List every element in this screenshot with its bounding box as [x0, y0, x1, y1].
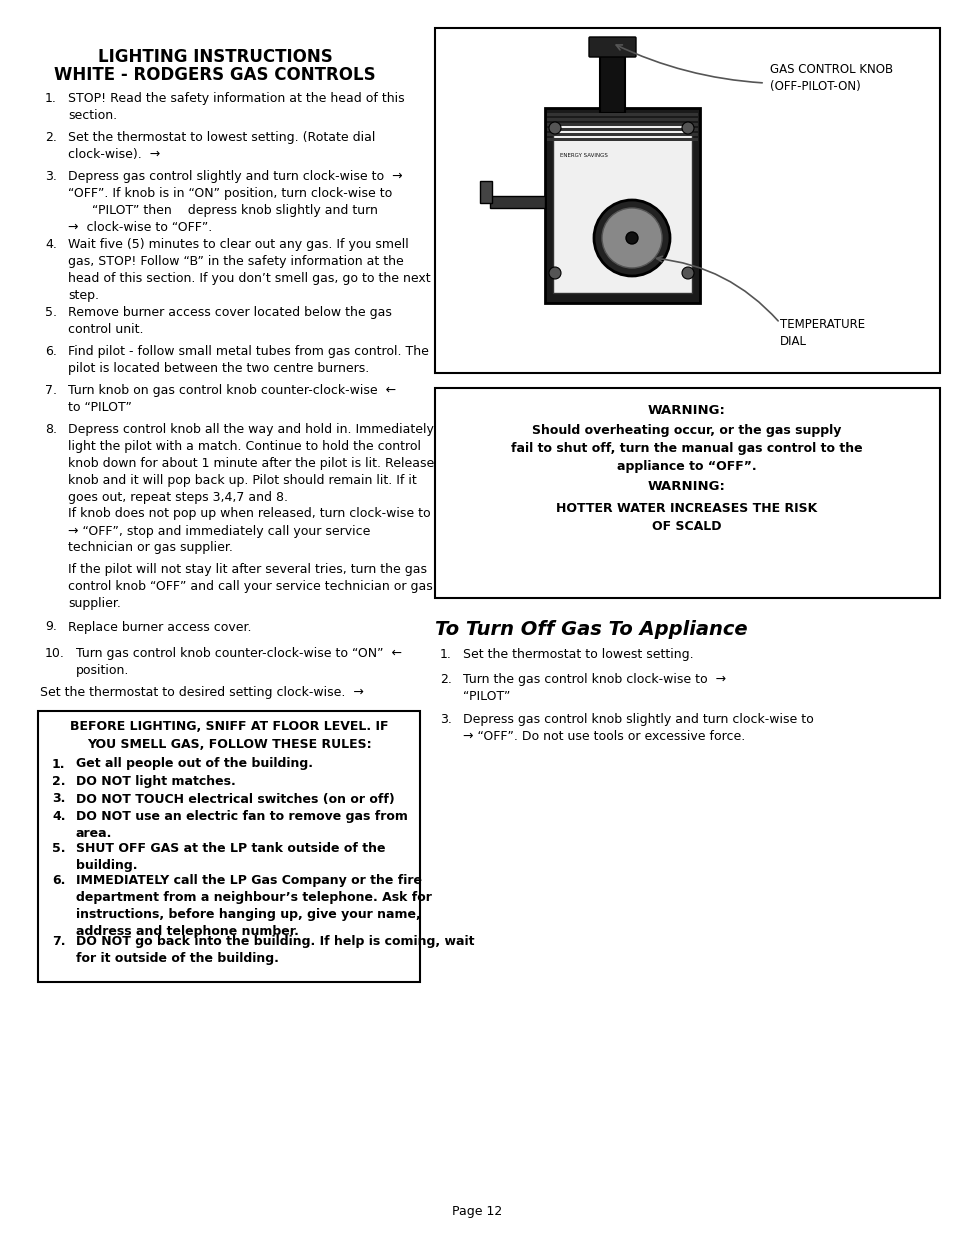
Text: 4.: 4. [45, 238, 57, 251]
Text: Turn gas control knob counter-clock-wise to “ON”  ←
position.: Turn gas control knob counter-clock-wise… [76, 647, 401, 677]
Text: HOTTER WATER INCREASES THE RISK
OF SCALD: HOTTER WATER INCREASES THE RISK OF SCALD [556, 501, 817, 534]
Text: GAS CONTROL KNOB
(OFF-PILOT-ON): GAS CONTROL KNOB (OFF-PILOT-ON) [769, 63, 892, 93]
Text: Should overheating occur, or the gas supply
fail to shut off, turn the manual ga: Should overheating occur, or the gas sup… [511, 424, 862, 473]
Text: Depress gas control knob slightly and turn clock-wise to
→ “OFF”. Do not use too: Depress gas control knob slightly and tu… [462, 713, 813, 743]
Text: DO NOT light matches.: DO NOT light matches. [76, 776, 235, 788]
Text: Depress control knob all the way and hold in. Immediately
light the pilot with a: Depress control knob all the way and hol… [68, 424, 434, 504]
FancyBboxPatch shape [553, 124, 691, 293]
Text: SHUT OFF GAS at the LP tank outside of the
building.: SHUT OFF GAS at the LP tank outside of t… [76, 842, 385, 872]
Text: DO NOT use an electric fan to remove gas from
area.: DO NOT use an electric fan to remove gas… [76, 810, 408, 840]
Text: 3.: 3. [52, 793, 66, 805]
Text: 7.: 7. [45, 384, 57, 396]
Text: Wait five (5) minutes to clear out any gas. If you smell
gas, STOP! Follow “B” i: Wait five (5) minutes to clear out any g… [68, 238, 430, 303]
Text: DO NOT TOUCH electrical switches (on or off): DO NOT TOUCH electrical switches (on or … [76, 793, 395, 805]
Text: Get all people out of the building.: Get all people out of the building. [76, 757, 313, 771]
Text: Turn the gas control knob clock-wise to  →
“PILOT”: Turn the gas control knob clock-wise to … [462, 673, 725, 703]
Text: BEFORE LIGHTING, SNIFF AT FLOOR LEVEL. IF
YOU SMELL GAS, FOLLOW THESE RULES:: BEFORE LIGHTING, SNIFF AT FLOOR LEVEL. I… [70, 720, 388, 751]
Text: 6.: 6. [45, 345, 57, 358]
Circle shape [601, 207, 661, 268]
Text: Remove burner access cover located below the gas
control unit.: Remove burner access cover located below… [68, 306, 392, 336]
Text: 2.: 2. [45, 131, 57, 144]
Text: ENERGY SAVINGS: ENERGY SAVINGS [559, 153, 607, 158]
Text: TEMPERATURE
DIAL: TEMPERATURE DIAL [780, 317, 864, 348]
Text: 6.: 6. [52, 874, 66, 887]
Text: 10.: 10. [45, 647, 65, 659]
Text: 3.: 3. [45, 170, 57, 183]
Text: 5.: 5. [52, 842, 66, 855]
Bar [435, 388, 939, 598]
Text: 7.: 7. [52, 935, 66, 948]
Bar [490, 196, 544, 207]
Text: 2.: 2. [52, 776, 66, 788]
Bar [546, 112, 698, 116]
Text: LIGHTING INSTRUCTIONS: LIGHTING INSTRUCTIONS [97, 48, 332, 65]
Bar [546, 138, 698, 141]
Circle shape [625, 232, 638, 245]
Bar [435, 28, 939, 373]
Circle shape [594, 200, 669, 275]
Text: Set the thermostat to lowest setting.: Set the thermostat to lowest setting. [462, 648, 693, 661]
Bar [599, 38, 624, 112]
Text: 9.: 9. [45, 620, 57, 634]
Text: WHITE - RODGERS GAS CONTROLS: WHITE - RODGERS GAS CONTROLS [54, 65, 375, 84]
Bar [38, 710, 419, 982]
Text: 1.: 1. [45, 91, 57, 105]
Circle shape [548, 122, 560, 135]
Bar [546, 133, 698, 136]
Text: 1.: 1. [52, 757, 66, 771]
Text: IMMEDIATELY call the LP Gas Company or the fire
department from a neighbour’s te: IMMEDIATELY call the LP Gas Company or t… [76, 874, 432, 939]
Text: 2.: 2. [439, 673, 452, 685]
Text: Replace burner access cover.: Replace burner access cover. [68, 620, 252, 634]
Text: WARNING:: WARNING: [647, 480, 725, 493]
Text: 3.: 3. [439, 713, 452, 726]
Text: Depress gas control slightly and turn clock-wise to  →
“OFF”. If knob is in “ON”: Depress gas control slightly and turn cl… [68, 170, 402, 233]
Text: To Turn Off Gas To Appliance: To Turn Off Gas To Appliance [435, 620, 747, 638]
Text: Set the thermostat to lowest setting. (Rotate dial
clock-wise).  →: Set the thermostat to lowest setting. (R… [68, 131, 375, 161]
Text: 4.: 4. [52, 810, 66, 823]
Text: Set the thermostat to desired setting clock-wise.  →: Set the thermostat to desired setting cl… [40, 685, 363, 699]
FancyBboxPatch shape [588, 37, 636, 57]
Circle shape [681, 267, 693, 279]
Text: If the pilot will not stay lit after several tries, turn the gas
control knob “O: If the pilot will not stay lit after sev… [68, 563, 433, 610]
Bar [546, 119, 698, 121]
Text: Turn knob on gas control knob counter-clock-wise  ←
to “PILOT”: Turn knob on gas control knob counter-cl… [68, 384, 395, 414]
Bar [546, 128, 698, 131]
Text: 5.: 5. [45, 306, 57, 319]
Text: Page 12: Page 12 [452, 1205, 501, 1218]
Text: Find pilot - follow small metal tubes from gas control. The
pilot is located bet: Find pilot - follow small metal tubes fr… [68, 345, 429, 375]
Text: If knob does not pop up when released, turn clock-wise to
→ “OFF”, stop and imme: If knob does not pop up when released, t… [68, 508, 430, 555]
Circle shape [681, 122, 693, 135]
FancyBboxPatch shape [544, 107, 700, 303]
Circle shape [548, 267, 560, 279]
Text: STOP! Read the safety information at the head of this
section.: STOP! Read the safety information at the… [68, 91, 404, 122]
Bar [546, 124, 698, 126]
Text: DO NOT go back into the building. If help is coming, wait
for it outside of the : DO NOT go back into the building. If hel… [76, 935, 474, 965]
Text: 8.: 8. [45, 424, 57, 436]
Text: WARNING:: WARNING: [647, 404, 725, 417]
Text: 1.: 1. [439, 648, 452, 661]
Bar [479, 182, 492, 203]
